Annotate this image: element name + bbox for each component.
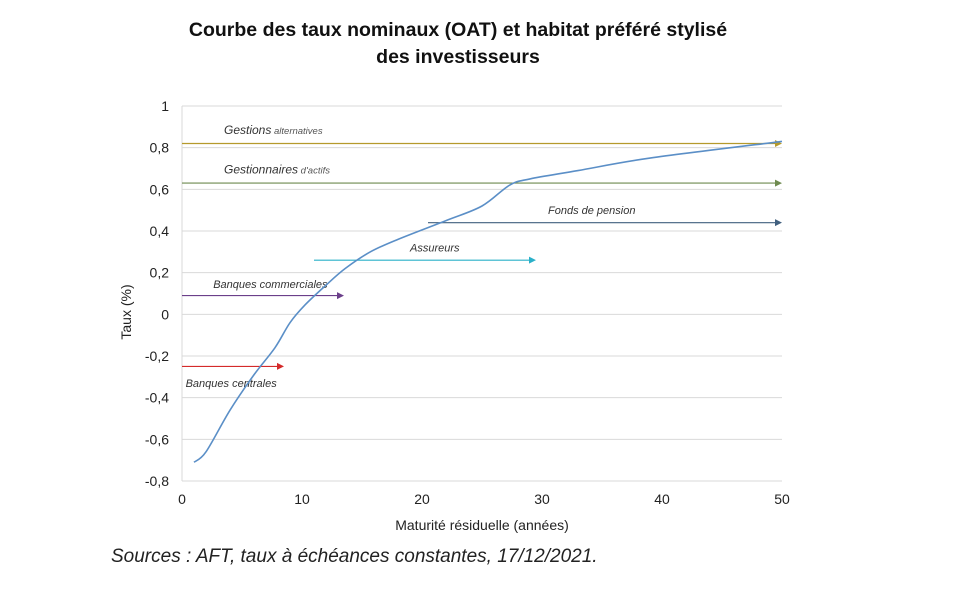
- habitat-arrow: Fonds de pension: [428, 205, 782, 227]
- y-tick-label: -0,2: [145, 348, 169, 364]
- investor-habitat-arrows: Gestions alternatives Gestionnaires d'act…: [182, 123, 782, 390]
- arrow-label: Banques commerciales: [213, 279, 328, 291]
- x-tick-label: 0: [178, 491, 186, 507]
- arrow-label: Fonds de pension: [548, 205, 635, 217]
- arrow-head-icon: [529, 256, 536, 264]
- habitat-arrow: Gestionnaires d'actifs: [182, 163, 782, 187]
- arrow-head-icon: [775, 179, 782, 187]
- x-axis-label: Maturité résiduelle (années): [395, 517, 569, 533]
- habitat-arrow: Assureurs: [314, 243, 536, 264]
- arrow-head-icon: [277, 362, 284, 370]
- y-tick-label: -0,4: [145, 390, 169, 406]
- y-tick-label: -0,8: [145, 473, 169, 489]
- chart-title-line-2: des investisseurs: [376, 46, 540, 68]
- chart-title: Courbe des taux nominaux (OAT) et habita…: [0, 17, 916, 71]
- data-series: [193, 140, 783, 463]
- x-tick-label: 50: [774, 491, 790, 507]
- oat-yield-curve: [193, 140, 783, 463]
- habitat-arrow: Gestions alternatives: [182, 123, 782, 147]
- y-tick-label: 1: [161, 98, 169, 114]
- x-tick-label: 30: [534, 491, 550, 507]
- source-note: Sources : AFT, taux à échéances constant…: [111, 546, 598, 567]
- x-axis-ticks: 0 10 20 30 40 50: [178, 491, 790, 507]
- arrow-head-icon: [337, 292, 344, 300]
- y-axis-label: Taux (%): [118, 284, 134, 339]
- y-tick-label: 0,2: [150, 265, 170, 281]
- gridlines: [182, 105, 782, 482]
- arrow-label: Gestions alternatives: [224, 123, 323, 137]
- habitat-arrow: Banques commerciales: [182, 279, 344, 300]
- y-axis-ticks: 1 0,8 0,6 0,4 0,2 0 -0,2 -0,4 -0,6 -0,8: [145, 98, 169, 489]
- x-tick-label: 10: [294, 491, 310, 507]
- y-tick-label: 0,8: [150, 140, 170, 156]
- y-tick-label: -0,6: [145, 431, 169, 447]
- x-tick-label: 20: [414, 491, 430, 507]
- arrow-label: Banques centrales: [186, 378, 278, 390]
- y-tick-label: 0,6: [150, 181, 170, 197]
- arrow-label: Gestionnaires d'actifs: [224, 163, 330, 177]
- y-tick-label: 0: [161, 306, 169, 322]
- habitat-arrow: Banques centrales: [182, 362, 284, 390]
- arrow-head-icon: [775, 219, 782, 227]
- chart-title-line-1: Courbe des taux nominaux (OAT) et habita…: [188, 19, 728, 41]
- x-tick-label: 40: [654, 491, 670, 507]
- arrow-label: Assureurs: [409, 243, 460, 255]
- y-tick-label: 0,4: [150, 223, 170, 239]
